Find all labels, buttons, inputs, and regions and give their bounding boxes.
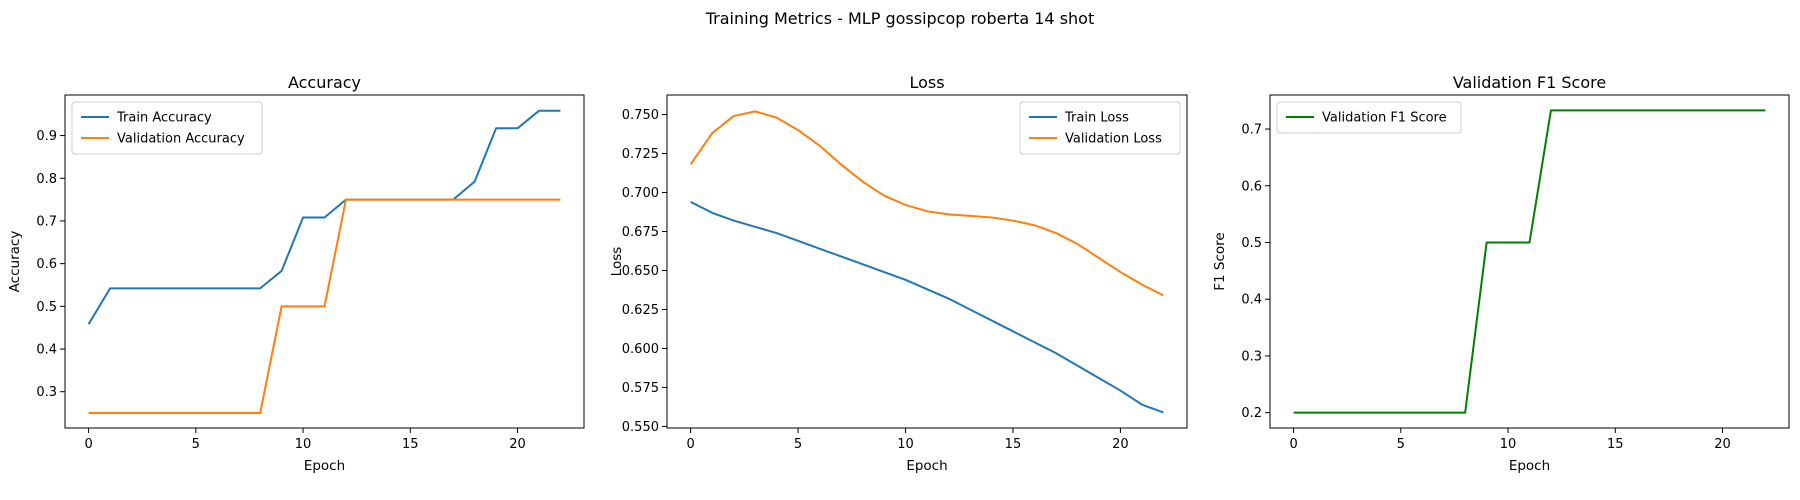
x-tick-label: 10 [1500, 437, 1517, 452]
x-tick-label: 20 [1714, 437, 1731, 452]
series-line-1-2 [88, 198, 561, 415]
y-tick-label: 0.3 [1241, 349, 1262, 364]
y-tick-label: 0.600 [622, 342, 659, 357]
y-axis-label: F1 Score [1212, 232, 1228, 290]
legend-box [1019, 101, 1181, 155]
series-line-1-1 [87, 109, 561, 325]
x-tick-label: 0 [686, 437, 694, 452]
y-tick-label: 0.550 [622, 420, 659, 435]
series-line-2-1 [690, 200, 1164, 414]
x-tick-label: 5 [192, 437, 200, 452]
y-tick-label: 0.625 [622, 303, 659, 318]
chart-panel-1: 0 5 10 15 20 0.3 0.4 0.5 0.6 0.7 0.8 0.9 Accuracy Epo… [7, 73, 585, 474]
y-axis-label: Loss [609, 247, 625, 277]
x-tick-label: 15 [402, 437, 419, 452]
legend-box [71, 101, 263, 155]
chart-title: Loss [909, 73, 944, 92]
y-tick-label: 0.5 [36, 300, 57, 315]
x-tick-label: 15 [1607, 437, 1624, 452]
y-tick-label: 0.650 [622, 264, 659, 279]
x-tick-label: 20 [509, 437, 526, 452]
x-tick-label: 5 [1397, 437, 1405, 452]
legend-label: Train Accuracy [116, 111, 212, 126]
y-axis-label: Accuracy [7, 231, 23, 293]
y-tick-label: 0.4 [36, 343, 57, 358]
x-tick-label: 10 [897, 437, 914, 452]
legend-label: Validation Loss [1065, 132, 1162, 147]
legend: Validation F1 Score [1276, 101, 1462, 134]
series-line-3-1 [1293, 109, 1766, 414]
y-tick-label: 0.2 [1241, 406, 1262, 421]
x-tick-label: 20 [1112, 437, 1129, 452]
legend-label: Train Loss [1064, 111, 1129, 126]
legend: Train Loss Validation Loss [1019, 101, 1181, 155]
x-axis-label: Epoch [906, 458, 947, 474]
legend: Train Accuracy Validation Accuracy [71, 101, 263, 155]
y-tick-label: 0.3 [36, 385, 57, 400]
x-axis-label: Epoch [1509, 458, 1550, 474]
y-tick-label: 0.9 [36, 129, 57, 144]
x-tick-label: 0 [84, 437, 92, 452]
x-tick-label: 5 [794, 437, 802, 452]
chart-panel-2: 0 5 10 15 20 0.550 0.575 0.600 0.625 0.650 0.675 0.… [609, 73, 1188, 474]
y-tick-label: 0.6 [36, 257, 57, 272]
y-tick-label: 0.7 [36, 214, 57, 229]
x-axis-label: Epoch [304, 458, 345, 474]
y-tick-label: 0.700 [622, 186, 659, 201]
legend-label: Validation Accuracy [117, 132, 245, 147]
y-tick-label: 0.6 [1241, 179, 1262, 194]
legend-box [1276, 101, 1462, 134]
y-tick-label: 0.725 [622, 147, 659, 162]
plot-frame-2 [666, 94, 1188, 429]
legend-label: Validation F1 Score [1322, 111, 1447, 126]
y-tick-label: 0.8 [36, 172, 57, 187]
chart-panel-3: 0 5 10 15 20 0.2 0.3 0.4 0.5 0.6 0.7 Validation F1 … [1212, 73, 1790, 474]
plot-frame-3 [1269, 94, 1790, 429]
series-line-2-2 [689, 110, 1164, 297]
y-tick-label: 0.7 [1241, 123, 1262, 138]
chart-title: Accuracy [288, 73, 361, 92]
chart-title: Validation F1 Score [1453, 73, 1606, 92]
y-tick-label: 0.675 [622, 225, 659, 240]
figure-suptitle: Training Metrics - MLP gossipcop roberta… [705, 9, 1094, 28]
y-tick-label: 0.4 [1241, 293, 1262, 308]
plot-frame-1 [64, 94, 585, 429]
x-tick-label: 15 [1005, 437, 1022, 452]
x-tick-label: 10 [295, 437, 312, 452]
y-tick-label: 0.575 [622, 381, 659, 396]
x-tick-label: 0 [1289, 437, 1297, 452]
y-tick-label: 0.5 [1241, 236, 1262, 251]
y-tick-label: 0.750 [622, 108, 659, 123]
